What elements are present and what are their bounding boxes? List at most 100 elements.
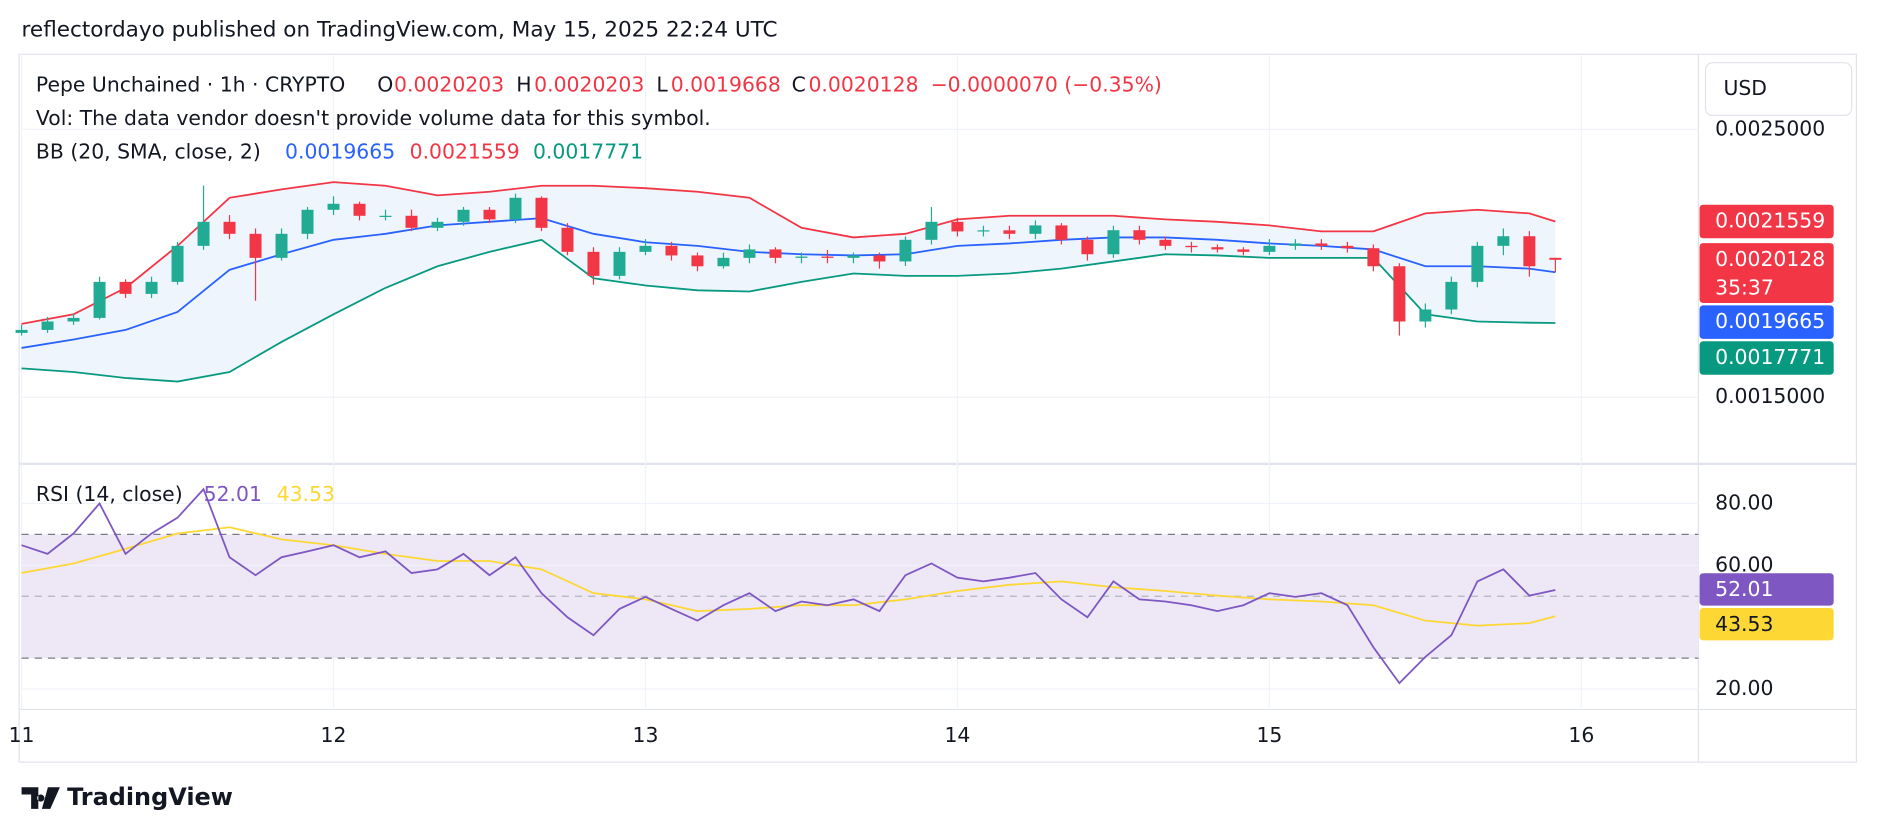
- candle-body: [1055, 225, 1068, 240]
- candle-body: [1185, 245, 1198, 248]
- candle-body: [1445, 281, 1458, 310]
- candle-body: [197, 221, 210, 246]
- candle-body: [1211, 247, 1224, 250]
- x-tick-label: 11: [9, 723, 35, 747]
- currency-button[interactable]: [1704, 62, 1853, 116]
- rsi-ma-line: [21, 526, 1556, 627]
- candle-body: [925, 221, 938, 240]
- candle-body: [223, 221, 236, 234]
- candle-body: [353, 203, 366, 216]
- candle-body: [821, 256, 834, 258]
- candle-body: [1289, 243, 1302, 246]
- bb-line: [21, 181, 1556, 325]
- candle-body: [587, 251, 600, 276]
- candle-body: [977, 230, 990, 232]
- legend-close: 0.0020128: [808, 72, 918, 96]
- candle-body: [1367, 248, 1380, 267]
- price-badge: [1699, 341, 1834, 375]
- bb-legend: BB (20, SMA, close, 2): [36, 140, 261, 164]
- rsi-tick-label: 80.00: [1715, 490, 1773, 514]
- candle-body: [1523, 236, 1536, 267]
- candle-body: [15, 329, 28, 333]
- candle-body: [613, 251, 626, 276]
- candle-body: [1081, 239, 1094, 255]
- bb-basis-value: 0.0019665: [285, 140, 395, 164]
- bb-line: [21, 238, 1556, 383]
- candle-body: [171, 245, 184, 282]
- candle-body: [1029, 225, 1042, 234]
- candle-body: [431, 221, 444, 228]
- logo-mark: [21, 787, 60, 809]
- candle-body: [873, 255, 886, 262]
- candle-body: [301, 209, 314, 234]
- candle-body: [639, 245, 652, 252]
- candle-body: [1237, 249, 1250, 252]
- currency[interactable]: USD: [1723, 76, 1767, 100]
- candle-body: [249, 233, 262, 258]
- plot-area: 11 12 13 14 15 16 0.0025000 0.0015000 20.00 60.00…: [9, 54, 1834, 747]
- symbol: Pepe Unchained · 1h · CRYPTO: [36, 72, 345, 96]
- volume-note: Vol: The data vendor doesn't provide vol…: [36, 106, 711, 130]
- candle-body: [457, 209, 470, 222]
- price-badge: [1699, 607, 1834, 641]
- rsi-legend: RSI (14, close): [36, 482, 183, 506]
- candle-body: [535, 197, 548, 228]
- legend-key: O: [377, 72, 393, 96]
- legend-open: 0.0020203: [394, 72, 504, 96]
- candle-body: [509, 197, 522, 220]
- price-badge-label: 0.0019665: [1715, 309, 1825, 333]
- rsi-line: [21, 487, 1556, 685]
- rsi-value: 52.01: [204, 482, 262, 506]
- candle-body: [691, 255, 704, 267]
- candle-body: [847, 255, 860, 258]
- footer-brand: TradingView: [67, 783, 233, 811]
- legend-high: 0.0020203: [534, 72, 644, 96]
- candle-body: [769, 249, 782, 258]
- price-badge-label: 43.53: [1715, 612, 1773, 636]
- y-tick-label: 0.0025000: [1715, 116, 1825, 140]
- price-badge: [1699, 204, 1834, 239]
- candle-body: [405, 215, 418, 228]
- legend-key: H: [516, 72, 531, 96]
- candle-body: [1497, 236, 1510, 246]
- price-badge-label: 0.0021559: [1715, 208, 1825, 232]
- y-tick-label: 0.0015000: [1715, 384, 1825, 408]
- candle-body: [1471, 245, 1484, 282]
- candle-body: [1419, 309, 1432, 322]
- candle-body: [1159, 239, 1172, 246]
- candle-body: [327, 203, 340, 210]
- price-badge-label: 52.01: [1715, 577, 1773, 601]
- x-tick-label: 15: [1256, 723, 1282, 747]
- candle-body: [665, 245, 678, 256]
- bb-lower-value: 0.0017771: [533, 140, 643, 164]
- legend-low: 0.0019668: [671, 72, 781, 96]
- x-tick-label: 13: [633, 723, 659, 747]
- candle-body: [275, 233, 288, 258]
- rsi-ma-value: 43.53: [277, 482, 335, 506]
- candle-body: [1549, 257, 1562, 260]
- candle-body: [1315, 243, 1328, 246]
- candle-body: [1263, 245, 1276, 252]
- price-badge: [1699, 573, 1834, 606]
- candle-body: [1393, 266, 1406, 322]
- candle-body: [1107, 230, 1120, 255]
- price-badge: [1699, 305, 1834, 339]
- candle-body: [119, 281, 132, 294]
- candle-body: [795, 256, 808, 258]
- candle-body: [899, 239, 912, 262]
- candle-body: [483, 209, 496, 220]
- candle-body: [743, 249, 756, 258]
- candle-body: [41, 321, 54, 330]
- bb-upper-value: 0.0021559: [410, 140, 520, 164]
- candle-body: [379, 215, 392, 217]
- legend-change: −0.0000070 (−0.35%): [931, 72, 1162, 96]
- candle-body: [1003, 230, 1016, 234]
- candle-body: [1341, 245, 1354, 249]
- candle-body: [93, 281, 106, 318]
- legend: Pepe Unchained · 1h · CRYPTO O 0.0020203…: [36, 72, 1162, 506]
- countdown: 35:37: [1715, 276, 1774, 300]
- price-badge-label: 0.0017771: [1715, 345, 1825, 369]
- footer-logo: TradingView: [21, 783, 233, 811]
